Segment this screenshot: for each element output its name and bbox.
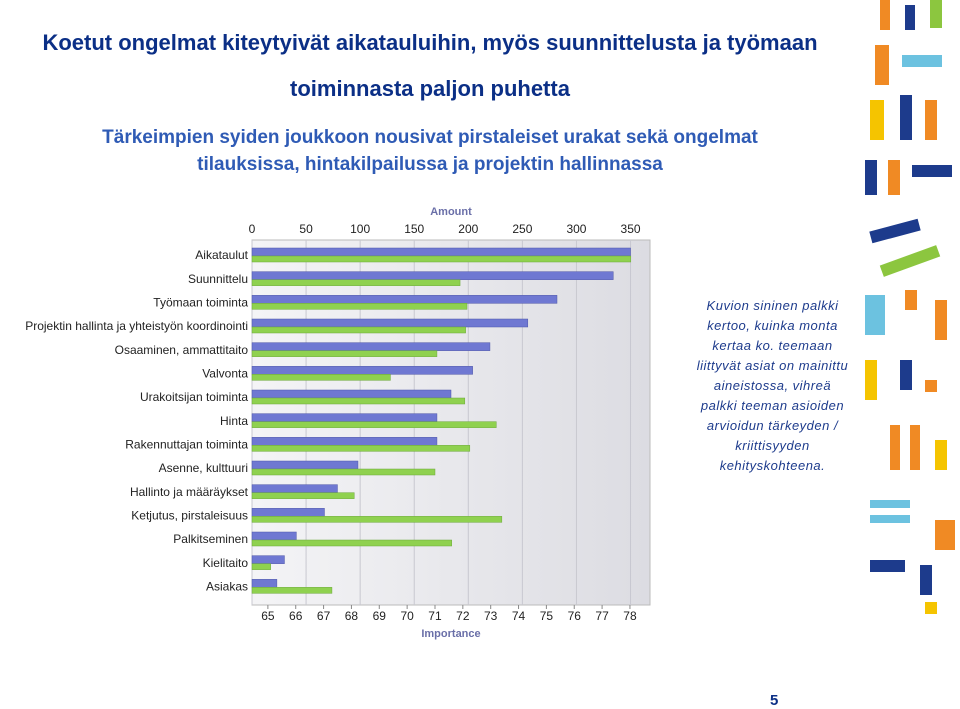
x-tick-label: 300 [566, 222, 586, 236]
bar [251, 342, 491, 351]
x-tick-label: 0 [249, 222, 256, 236]
x2-tick-label: 66 [289, 609, 303, 623]
title-line: Koetut ongelmat kiteytyivät aikatauluihi… [42, 30, 818, 55]
x2-tick-label: 75 [540, 609, 554, 623]
category-label: Projektin hallinta ja yhteistyön koordin… [25, 319, 248, 333]
category-label: Aikataulut [195, 248, 248, 262]
bar [251, 508, 325, 517]
category-label: Suunnittelu [188, 272, 248, 286]
bar [251, 555, 285, 564]
x2-tick-label: 68 [345, 609, 359, 623]
x-tick-label: 150 [404, 222, 424, 236]
bar [251, 579, 278, 588]
category-label: Rakennuttajan toiminta [125, 438, 248, 452]
decoration [865, 0, 955, 614]
bar [251, 247, 631, 257]
bar [251, 374, 391, 381]
bar [251, 279, 461, 286]
category-label: Urakoitsijan toiminta [140, 390, 248, 404]
x2-tick-label: 74 [512, 609, 526, 623]
bar [251, 366, 473, 375]
x2-tick-label: 78 [623, 609, 637, 623]
subtitle-line: tilauksissa, hintakilpailussa ja projekt… [197, 154, 663, 175]
bar [251, 350, 438, 357]
x2-tick-label: 73 [484, 609, 498, 623]
x-tick-label: 200 [458, 222, 478, 236]
category-label: Palkitseminen [173, 532, 248, 546]
bar [251, 389, 452, 399]
x2-tick-label: 72 [456, 609, 470, 623]
category-label: Asiakas [206, 580, 248, 594]
bar [251, 484, 338, 493]
x2-tick-label: 76 [568, 609, 582, 623]
category-label: Ketjutus, pirstaleisuus [131, 509, 248, 523]
category-label: Hinta [220, 414, 248, 428]
x2-tick-label: 71 [428, 609, 442, 623]
category-label: Valvonta [202, 367, 248, 381]
x2-tick-label: 69 [373, 609, 387, 623]
bar [251, 318, 529, 328]
bar [251, 460, 359, 470]
bar [251, 563, 271, 570]
bar [251, 531, 297, 541]
page-number: 5 [770, 692, 779, 709]
x2-tick-label: 67 [317, 609, 331, 623]
bar [251, 255, 632, 263]
bar [251, 492, 355, 499]
bar [251, 413, 438, 422]
chart: Amount Importance 0 50 100 150 200 250 300 350 6… [25, 206, 651, 640]
category-label: Työmaan toiminta [153, 296, 248, 310]
x2-tick-label: 77 [595, 609, 609, 623]
bar [251, 397, 466, 405]
x-tick-label: 100 [350, 222, 370, 236]
bar [251, 587, 333, 594]
bar [251, 539, 452, 547]
bar [251, 445, 471, 452]
title-line: toiminnasta paljon puhetta [290, 76, 570, 101]
category-label: Asenne, kulttuuri [159, 461, 248, 475]
subtitle-line: Tärkeimpien syiden joukkoon nousivat pir… [102, 127, 758, 148]
bar [251, 421, 497, 428]
x2-tick-label: 65 [261, 609, 275, 623]
x-axis-label: Amount [430, 206, 472, 218]
category-label: Kielitaito [203, 556, 249, 570]
bar [251, 295, 558, 304]
x2-axis-label: Importance [421, 628, 480, 640]
annotation: Kuvion sininen palkki kertoo, kuinka mon… [696, 298, 849, 473]
bar [251, 326, 466, 334]
bar [251, 271, 614, 280]
bar [251, 437, 438, 446]
bar [251, 468, 436, 476]
x-tick-label: 250 [512, 222, 532, 236]
category-label: Osaaminen, ammattitaito [115, 343, 249, 357]
bar [251, 516, 503, 523]
bar [251, 303, 468, 310]
x-tick-label: 350 [621, 222, 641, 236]
category-label: Hallinto ja määräykset [130, 485, 249, 499]
x2-tick-label: 70 [400, 609, 414, 623]
x-tick-label: 50 [299, 222, 313, 236]
